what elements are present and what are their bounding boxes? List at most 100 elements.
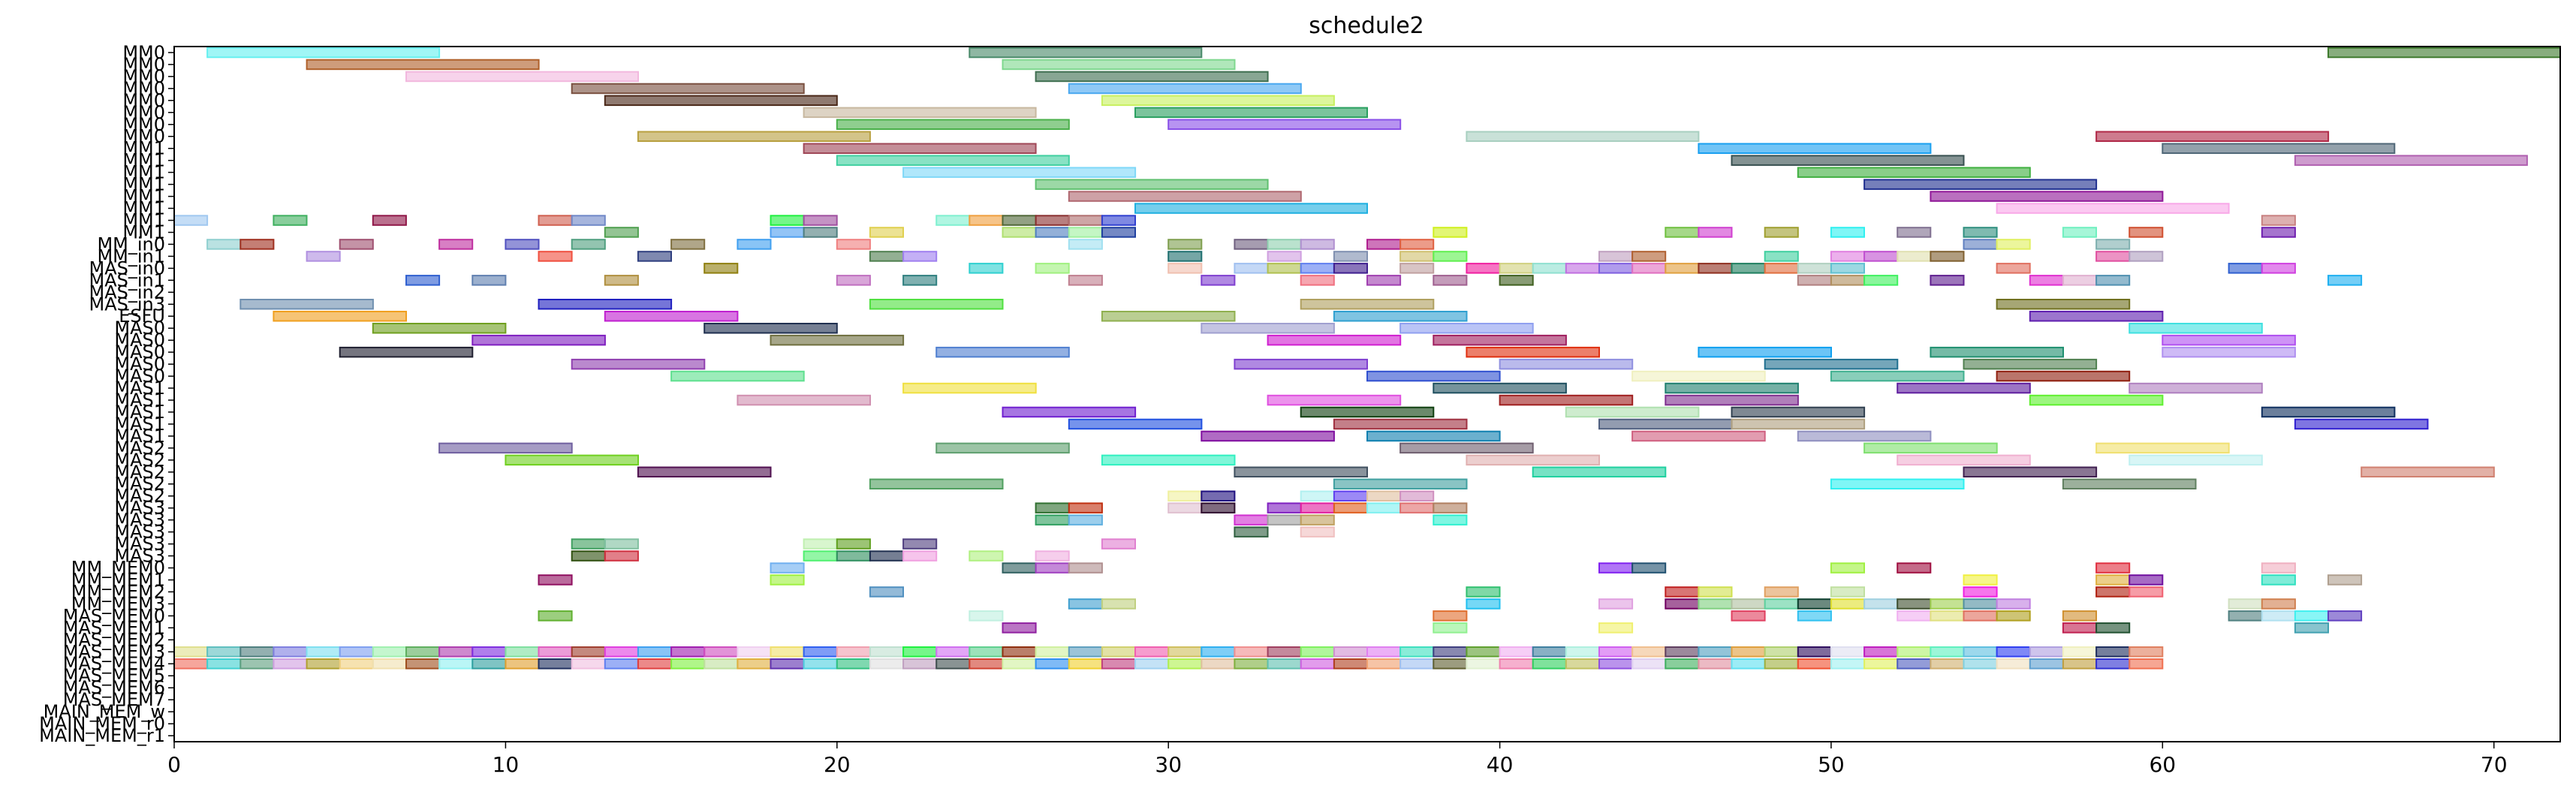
task-bar [2029, 394, 2164, 406]
task-bar [869, 478, 1004, 489]
task-bar [339, 346, 474, 358]
task-bar [2261, 227, 2296, 238]
task-bar [1598, 622, 1634, 634]
y-tick-label: MAS0 [114, 318, 165, 339]
task-bar [1167, 658, 1203, 670]
task-bar [1996, 203, 2230, 214]
task-bar [1598, 658, 1634, 670]
task-bar [306, 59, 540, 71]
task-bar [836, 155, 1070, 166]
task-bar [770, 574, 805, 586]
task-bar [1830, 275, 1865, 286]
task-bar [2095, 574, 2131, 586]
task-bar [339, 658, 374, 670]
y-tick-label: MM0 [122, 114, 165, 135]
task-bar [1267, 394, 1402, 406]
task-bar [604, 646, 639, 658]
task-bar [538, 215, 573, 226]
task-bar [2095, 562, 2131, 574]
task-bar [737, 658, 772, 670]
task-bar [1101, 311, 1236, 322]
task-bar [1466, 346, 1601, 358]
task-bar [372, 646, 407, 658]
x-axis: 0 10 20 30 40 50 60 70 [167, 742, 2508, 777]
task-bar [505, 454, 640, 466]
task-bar [2095, 646, 2131, 658]
task-bar [1068, 562, 1103, 574]
task-bar [2095, 586, 2131, 598]
task-bar [1897, 251, 1932, 262]
task-bar [1399, 502, 1435, 513]
y-tick-label: MAS1 [114, 414, 165, 435]
task-bar [2294, 418, 2429, 430]
task-bar [1167, 119, 1402, 130]
task-bar [538, 574, 573, 586]
y-tick-label: MAS1 [114, 378, 165, 399]
task-bar [1134, 203, 1368, 214]
task-bar [1731, 155, 1965, 166]
task-bar [472, 275, 507, 286]
x-tick-label: 70 [2481, 752, 2508, 777]
task-bar [1300, 275, 1335, 286]
task-bar [1963, 227, 1998, 238]
task-bar [1366, 430, 1501, 442]
task-bar [935, 646, 971, 658]
task-bar [1134, 658, 1170, 670]
y-tick-label: MAS_in2 [89, 282, 165, 303]
task-bar [2129, 586, 2164, 598]
task-bar [1797, 263, 1832, 274]
task-bar [637, 646, 673, 658]
task-bar [770, 646, 805, 658]
y-tick-label: MAS3 [114, 546, 165, 567]
task-bar [1897, 454, 2031, 466]
y-tick-label: MM1 [122, 222, 165, 243]
y-tick-label: MM1 [122, 210, 165, 231]
task-bar [1366, 490, 1402, 501]
task-bar [1698, 646, 1733, 658]
y-tick-label: MAS2 [114, 474, 165, 495]
task-bar [1035, 227, 1070, 238]
task-bar [836, 275, 871, 286]
task-bar [1830, 370, 1965, 382]
task-bar [538, 646, 573, 658]
task-bar [1963, 646, 1998, 658]
task-bar [670, 658, 706, 670]
task-bar [273, 215, 308, 226]
task-bar [1234, 514, 1269, 525]
task-bar [1300, 239, 1335, 250]
task-bar [339, 646, 374, 658]
task-bar [1035, 263, 1070, 274]
task-bar [438, 239, 474, 250]
y-tick-label: MAS_MEM5 [63, 665, 165, 686]
task-bar [803, 227, 838, 238]
task-bar [836, 119, 1070, 130]
y-tick-label: MAIN_MEM_r1 [39, 725, 165, 746]
task-bar [1598, 562, 1634, 574]
task-bar [1598, 251, 1634, 262]
task-bar [1002, 622, 1037, 634]
task-bar [438, 442, 573, 454]
task-bar [1068, 514, 1103, 525]
y-tick-label: MAS1 [114, 402, 165, 423]
task-bar [173, 646, 209, 658]
task-bar [670, 370, 805, 382]
y-tick-label: MAIN_MEM_w [44, 701, 165, 722]
task-bar [704, 646, 739, 658]
task-bar [1863, 658, 1899, 670]
y-tick-label: MM0 [122, 42, 165, 63]
task-bar [1499, 263, 1534, 274]
task-bar [1366, 646, 1402, 658]
task-bar [1134, 107, 1368, 119]
task-bar [1433, 658, 1468, 670]
task-bar [1830, 562, 1865, 574]
task-bar [2029, 275, 2064, 286]
task-bar [1930, 251, 1965, 262]
task-bar [1930, 275, 1965, 286]
task-bar [1963, 598, 1998, 610]
task-bar [969, 47, 1203, 59]
task-bar [1797, 275, 1832, 286]
task-bar [2095, 251, 2131, 262]
task-bar [969, 215, 1004, 226]
y-tick-label: MM_MEM0 [71, 558, 165, 579]
task-bar [1267, 263, 1302, 274]
